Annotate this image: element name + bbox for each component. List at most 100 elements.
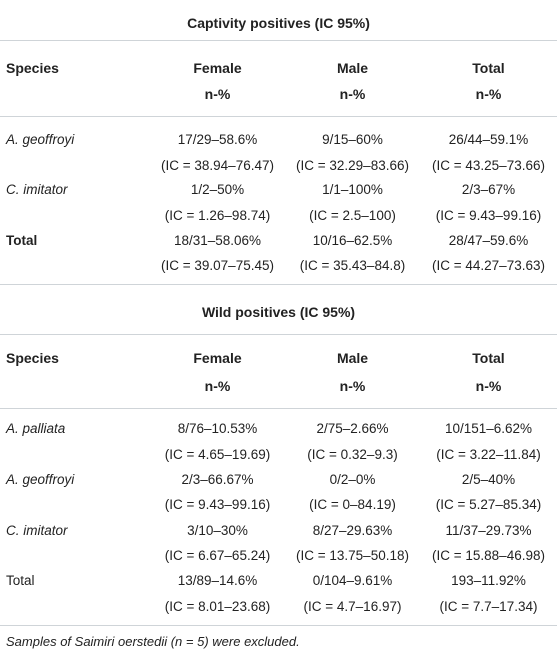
female-cell: 2/3–66.67%: [181, 472, 254, 487]
total-ci-cell: (IC = 9.43–99.16): [435, 208, 542, 223]
total-cell: 10/151–6.62%: [444, 421, 533, 436]
table-row-ci: (IC = 38.94–76.47) (IC = 32.29–83.66) (I…: [0, 153, 557, 179]
female-ci-cell: (IC = 6.67–65.24): [164, 548, 271, 563]
wild-header-row: Species Female Male Total: [0, 344, 557, 372]
male-cell: 10/16–62.5%: [312, 233, 393, 248]
header-female: Female: [193, 60, 242, 76]
header-male: Male: [336, 350, 369, 366]
species-cell: A. palliata: [6, 421, 66, 436]
species-cell: Total: [6, 233, 38, 248]
male-ci-cell: (IC = 0–84.19): [309, 497, 396, 512]
species-cell: C. imitator: [6, 523, 68, 538]
male-ci-cell: (IC = 0.32–9.3): [307, 447, 398, 462]
male-cell: 9/15–60%: [322, 132, 383, 147]
total-ci-cell: (IC = 7.7–17.34): [439, 599, 538, 614]
total-cell: 193–11.92%: [451, 573, 526, 588]
blank-cell: [0, 153, 150, 179]
header-total: Total: [472, 60, 505, 76]
captivity-header-row: Species Female Male Total: [0, 54, 557, 82]
blank-cell: [0, 543, 150, 569]
subheader-male: n-%: [339, 378, 366, 394]
blank-cell: [0, 594, 150, 620]
female-cell: 13/89–14.6%: [177, 573, 258, 588]
table-row-ci: (IC = 8.01–23.68) (IC = 4.7–16.97) (IC =…: [0, 594, 557, 620]
total-cell: 2/3–67%: [461, 182, 516, 197]
species-cell: A. geoffroyi: [6, 472, 75, 487]
female-ci-cell: (IC = 39.07–75.45): [161, 258, 274, 273]
female-cell: 17/29–58.6%: [177, 132, 258, 147]
female-cell: 1/2–50%: [190, 182, 245, 197]
wild-title: Wild positives (IC 95%): [201, 304, 356, 320]
table-row: C. imitator 1/2–50% 1/1–100% 2/3–67%: [0, 177, 557, 203]
total-ci-cell: (IC = 15.88–46.98): [432, 548, 545, 563]
table-row: Total 18/31–58.06% 10/16–62.5% 28/47–59.…: [0, 228, 557, 254]
table-row-ci: (IC = 6.67–65.24) (IC = 13.75–50.18) (IC…: [0, 543, 557, 569]
divider: [0, 334, 557, 335]
male-cell: 0/104–9.61%: [312, 573, 393, 588]
male-ci-cell: (IC = 13.75–50.18): [296, 548, 409, 563]
total-ci-cell: (IC = 43.25–73.66): [432, 158, 545, 173]
total-cell: 11/37–29.73%: [445, 523, 532, 538]
table-row-ci: (IC = 9.43–99.16) (IC = 0–84.19) (IC = 5…: [0, 492, 557, 518]
divider: [0, 408, 557, 409]
female-ci-cell: (IC = 38.94–76.47): [161, 158, 274, 173]
table-row: A. geoffroyi 2/3–66.67% 0/2–0% 2/5–40%: [0, 467, 557, 493]
captivity-subheader-row: n-% n-% n-%: [0, 80, 557, 108]
header-male: Male: [336, 60, 369, 76]
subheader-total: n-%: [475, 378, 502, 394]
wild-subheader-row: n-% n-% n-%: [0, 372, 557, 400]
male-ci-cell: (IC = 2.5–100): [309, 208, 396, 223]
male-ci-cell: (IC = 35.43–84.8): [299, 258, 406, 273]
subheader-total: n-%: [475, 86, 502, 102]
blank-cell: [0, 253, 150, 279]
header-species: Species: [6, 60, 59, 76]
species-cell: A. geoffroyi: [6, 132, 75, 147]
male-ci-cell: (IC = 32.29–83.66): [296, 158, 409, 173]
subheader-male: n-%: [339, 86, 366, 102]
male-cell: 1/1–100%: [322, 182, 383, 197]
header-total: Total: [472, 350, 505, 366]
header-species: Species: [6, 350, 59, 366]
subheader-female: n-%: [204, 378, 231, 394]
table-row: A. geoffroyi 17/29–58.6% 9/15–60% 26/44–…: [0, 127, 557, 153]
female-ci-cell: (IC = 1.26–98.74): [164, 208, 271, 223]
footnote: Samples of Saimiri oerstedii (n = 5) wer…: [6, 634, 300, 649]
male-cell: 0/2–0%: [329, 472, 376, 487]
species-cell: Total: [6, 573, 35, 588]
total-cell: 26/44–59.1%: [448, 132, 529, 147]
blank-cell: [0, 442, 150, 468]
total-ci-cell: (IC = 5.27–85.34): [435, 497, 542, 512]
blank-cell: [0, 492, 150, 518]
table-row: C. imitator 3/10–30% 8/27–29.63% 11/37–2…: [0, 518, 557, 544]
table-row: Total 13/89–14.6% 0/104–9.61% 193–11.92%: [0, 568, 557, 594]
divider: [0, 40, 557, 41]
female-ci-cell: (IC = 8.01–23.68): [164, 599, 271, 614]
subheader-blank: [0, 80, 150, 108]
captivity-title: Captivity positives (IC 95%): [187, 15, 370, 31]
female-ci-cell: (IC = 4.65–19.69): [164, 447, 271, 462]
male-cell: 8/27–29.63%: [312, 523, 393, 538]
table-row-ci: (IC = 4.65–19.69) (IC = 0.32–9.3) (IC = …: [0, 442, 557, 468]
subheader-female: n-%: [204, 86, 231, 102]
female-cell: 3/10–30%: [187, 523, 248, 538]
species-cell: C. imitator: [6, 182, 68, 197]
total-ci-cell: (IC = 3.22–11.84): [436, 447, 541, 462]
female-ci-cell: (IC = 9.43–99.16): [164, 497, 271, 512]
male-ci-cell: (IC = 4.7–16.97): [303, 599, 402, 614]
female-cell: 8/76–10.53%: [177, 421, 258, 436]
female-cell: 18/31–58.06%: [173, 233, 262, 248]
total-ci-cell: (IC = 44.27–73.63): [432, 258, 545, 273]
total-cell: 28/47–59.6%: [448, 233, 529, 248]
divider: [0, 116, 557, 117]
blank-cell: [0, 203, 150, 229]
divider: [0, 284, 557, 285]
subheader-blank: [0, 372, 150, 400]
divider: [0, 625, 557, 626]
table-row-ci: (IC = 1.26–98.74) (IC = 2.5–100) (IC = 9…: [0, 203, 557, 229]
header-female: Female: [193, 350, 242, 366]
table-row-ci: (IC = 39.07–75.45) (IC = 35.43–84.8) (IC…: [0, 253, 557, 279]
male-cell: 2/75–2.66%: [316, 421, 389, 436]
total-cell: 2/5–40%: [461, 472, 516, 487]
table-row: A. palliata 8/76–10.53% 2/75–2.66% 10/15…: [0, 416, 557, 442]
